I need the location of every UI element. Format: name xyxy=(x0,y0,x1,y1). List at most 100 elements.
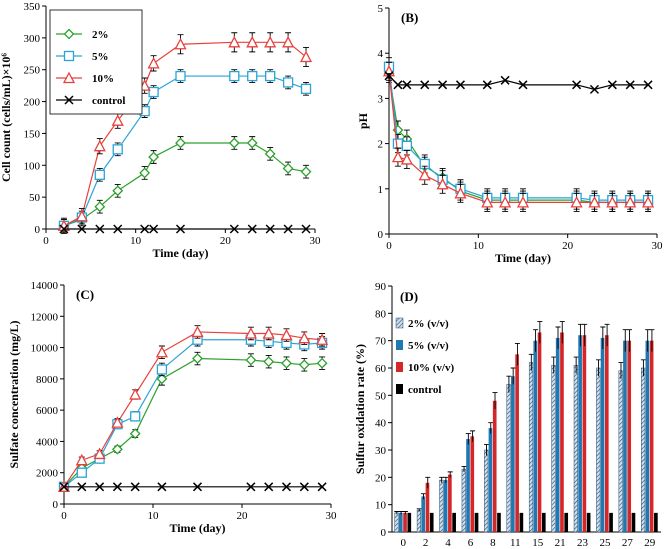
error-bar xyxy=(582,323,588,347)
data-point xyxy=(607,80,617,90)
data-point xyxy=(139,167,151,179)
data-point xyxy=(420,80,430,90)
error-bar xyxy=(465,433,471,445)
data-point xyxy=(95,224,105,234)
series-2 xyxy=(383,64,654,212)
data-point xyxy=(625,80,635,90)
bar xyxy=(425,482,430,532)
bar xyxy=(564,512,569,532)
y-axis-title: Sulfate concentration (mg/L) xyxy=(7,321,21,469)
error-bar xyxy=(416,508,422,512)
data-point xyxy=(402,80,412,90)
data-point xyxy=(149,224,159,234)
y-tick-label: 30 xyxy=(375,445,387,457)
y-axis-title: Sulfur oxidation rate (%) xyxy=(353,344,367,474)
y-tick-label: 14000 xyxy=(31,280,59,292)
bar xyxy=(627,340,632,532)
bar xyxy=(631,512,636,532)
bar xyxy=(466,439,470,532)
data-point xyxy=(281,357,292,369)
data-point xyxy=(140,224,150,234)
x-axis-title: Time (day) xyxy=(169,521,225,535)
series-line xyxy=(388,71,649,203)
error-bar xyxy=(627,329,633,352)
error-bar xyxy=(645,329,651,352)
bar xyxy=(560,332,564,532)
data-point xyxy=(436,177,449,190)
bar xyxy=(429,512,434,532)
data-point xyxy=(588,195,601,208)
data-point xyxy=(112,185,124,197)
error-bar xyxy=(398,511,404,515)
error-bar xyxy=(447,471,453,478)
y-tick-label: 80 xyxy=(375,308,387,320)
bar xyxy=(609,512,613,532)
legend-label: control xyxy=(92,95,125,107)
data-point xyxy=(281,482,292,492)
x-tick-label: 0 xyxy=(386,240,392,252)
error-bar xyxy=(439,476,445,483)
data-point xyxy=(228,35,241,48)
error-bar xyxy=(596,359,602,377)
y-tick-label: 8000 xyxy=(36,374,59,386)
bar xyxy=(506,384,511,533)
data-point xyxy=(641,195,655,208)
legend-label: control xyxy=(408,384,441,396)
bar xyxy=(497,512,501,532)
error-bar xyxy=(394,511,400,515)
series-line xyxy=(388,75,649,90)
series-control xyxy=(59,482,327,492)
bar xyxy=(551,365,556,533)
y-tick-label: 3 xyxy=(378,93,384,105)
bar xyxy=(582,335,587,532)
legend-marker xyxy=(62,71,76,84)
bar xyxy=(600,337,605,532)
x-tick-label: 6 xyxy=(468,537,474,549)
bar xyxy=(654,512,658,532)
x-tick-label: 0 xyxy=(61,510,67,522)
data-point xyxy=(299,50,313,63)
y-tick-label: 12000 xyxy=(31,311,59,323)
x-tick-label: 0 xyxy=(400,537,406,549)
bar xyxy=(461,468,466,533)
x-tick-label: 10 xyxy=(130,235,142,247)
bar-series-3 xyxy=(407,512,658,532)
y-tick-label: 4000 xyxy=(36,436,59,448)
error-bar xyxy=(461,465,467,472)
y-tick-label: 4 xyxy=(378,48,384,60)
data-point xyxy=(262,327,275,339)
data-point xyxy=(265,224,275,234)
data-point xyxy=(247,70,258,82)
y-tick-label: 50 xyxy=(375,390,387,402)
data-point xyxy=(401,140,413,152)
data-point xyxy=(112,482,122,492)
data-point xyxy=(95,482,105,492)
error-bar xyxy=(622,329,628,352)
series-line xyxy=(63,357,323,488)
x-tick-label: 20 xyxy=(237,510,249,522)
chart-panel-a: 0 50 100 150 200 250 300 350 0 10 20 30 Time (day) Ce… xyxy=(0,1,321,260)
x-tick-label: 2 xyxy=(423,537,429,549)
data-point xyxy=(282,77,294,88)
bar xyxy=(474,512,479,532)
bar xyxy=(470,436,475,532)
error-bar xyxy=(573,356,579,374)
data-point xyxy=(130,411,141,422)
bar xyxy=(528,362,534,533)
data-point xyxy=(247,224,257,234)
y-tick-label: 2000 xyxy=(36,468,59,480)
data-point xyxy=(244,327,257,339)
legend-marker xyxy=(64,95,74,105)
y-tick-label: 0 xyxy=(35,224,41,236)
x-tick-label: 0 xyxy=(43,235,49,247)
y-tick-label: 70 xyxy=(375,336,387,348)
data-point xyxy=(589,84,599,94)
y-tick-label: 0 xyxy=(378,229,384,241)
legend: 2% 5% 10% control xyxy=(49,9,143,115)
data-point xyxy=(246,137,258,149)
legend-swatch xyxy=(396,384,403,394)
legend-swatch xyxy=(395,317,404,329)
data-point xyxy=(59,482,69,492)
data-point xyxy=(264,148,276,160)
data-point xyxy=(156,373,168,385)
